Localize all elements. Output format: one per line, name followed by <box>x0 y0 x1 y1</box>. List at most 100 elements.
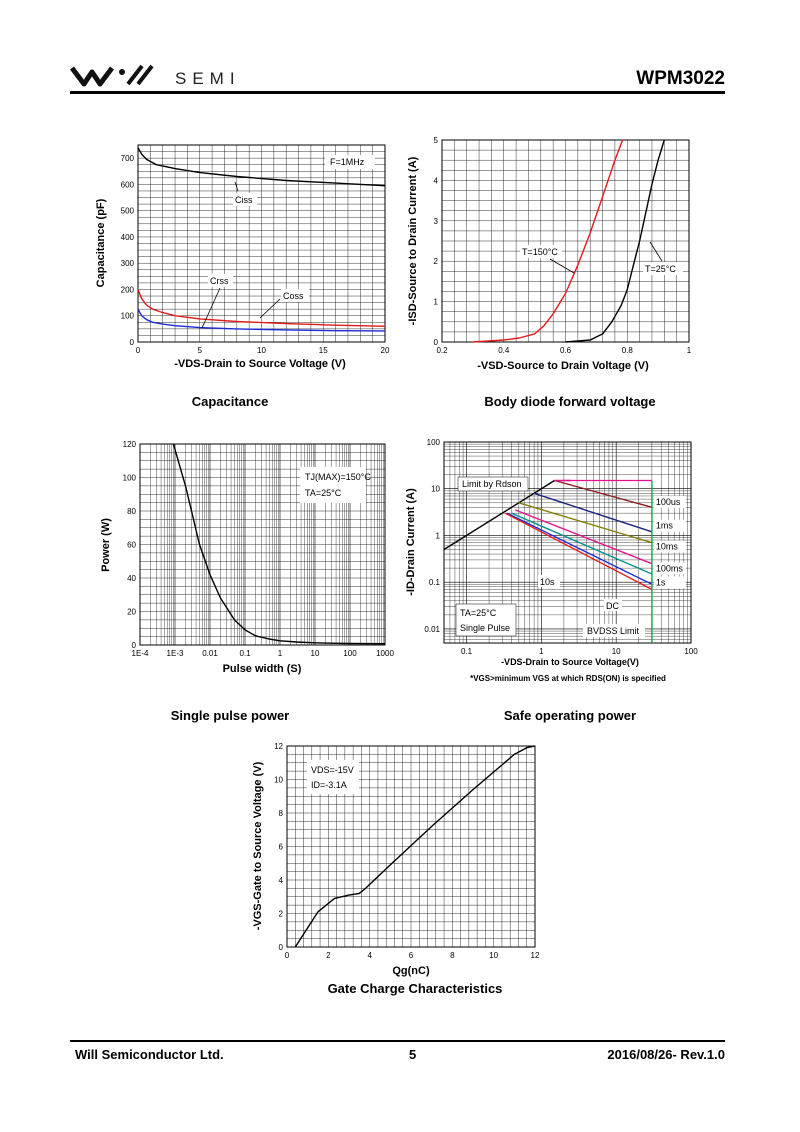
legend-bg <box>653 540 686 553</box>
y-tick-label: 1 <box>436 531 441 540</box>
y-tick-label: 300 <box>121 259 135 268</box>
label-t25: T=25°C <box>645 264 676 274</box>
series-10ms <box>518 502 653 544</box>
header-rule <box>70 91 725 94</box>
legend-10ms: 10ms <box>656 542 679 552</box>
legend-bg <box>653 519 686 532</box>
soa-note: *VGS>minimum VGS at which RDS(ON) is spe… <box>470 674 666 683</box>
series-vgs <box>294 745 536 948</box>
y-tick-label: 10 <box>274 776 283 785</box>
annotation-bg <box>208 274 233 287</box>
label-crss: Crss <box>210 276 229 286</box>
y-tick-label: 0 <box>279 943 284 952</box>
label-vds: VDS=-15V <box>311 765 354 775</box>
annotation-freq: F=1MHz <box>330 157 365 167</box>
series-coss <box>137 308 386 332</box>
x-axis-label: -VDS-Drain to Source Voltage (V) <box>174 358 346 370</box>
leader-crss <box>201 287 221 329</box>
annotation-bg <box>233 193 257 206</box>
y-tick-label: 500 <box>121 207 135 216</box>
x-tick-label: 1 <box>278 649 283 658</box>
x-tick-label: 10 <box>612 647 621 656</box>
caption-soa: Safe operating power <box>503 708 637 723</box>
x-tick-label: 0.6 <box>560 346 572 355</box>
y-tick-label: 12 <box>274 742 283 751</box>
y-tick-label: 120 <box>123 440 137 449</box>
annotation-bg <box>325 155 375 169</box>
footer-company: Will Semiconductor Ltd. <box>75 1047 224 1062</box>
x-tick-label: 1 <box>539 647 544 656</box>
x-tick-label: 0.1 <box>239 649 251 658</box>
caption-capacitance: Capacitance <box>191 394 269 409</box>
x-axis-label: Qg(nC) <box>392 965 430 977</box>
label-bvdss: BVDSS Limit <box>587 626 640 636</box>
x-tick-label: 1000 <box>376 649 394 658</box>
y-tick-label: 4 <box>279 876 284 885</box>
x-tick-label: 20 <box>381 346 390 355</box>
y-tick-label: 2 <box>434 257 439 266</box>
x-tick-label: 4 <box>367 951 372 960</box>
x-tick-label: 100 <box>343 649 357 658</box>
x-axis-label: -VDS-Drain to Source Voltage(V) <box>501 657 639 667</box>
leader-ciss <box>234 181 239 192</box>
x-tick-label: 6 <box>409 951 414 960</box>
y-axis-label: -ISD-Source to Drain Current (A) <box>407 156 419 325</box>
series-limit-by-rdson <box>443 479 555 551</box>
x-tick-label: 1 <box>687 346 692 355</box>
caption-gate-charge: Gate Charge Characteristics <box>327 981 503 996</box>
x-tick-label: 1E-4 <box>132 649 149 658</box>
single-pulse-chart: 1E-4 1E-3 0.01 0.1 1 10 100 1000 0 20 40 60 80 100 120… <box>100 440 394 675</box>
soa-chart: 0.1 1 10 100 0.01 0.1 1 10 100 100us 1ms 10ms 100ms… <box>405 438 698 683</box>
y-tick-label: 3 <box>434 217 439 226</box>
x-tick-label: 12 <box>531 951 540 960</box>
will-logo-icon <box>70 64 154 87</box>
y-tick-label: 600 <box>121 180 135 189</box>
footer-date-rev: 2016/08/26- Rev.1.0 <box>607 1047 725 1062</box>
series-1s <box>511 512 653 575</box>
label-tjmax: TJ(MAX)=150°C <box>305 472 371 482</box>
label-rdson-limit: Limit by Rdson <box>462 479 522 489</box>
y-axis-label: -VGS-Gate to Source Voltage (V) <box>252 761 264 930</box>
y-tick-label: 2 <box>279 910 284 919</box>
label-ciss: Ciss <box>235 195 253 205</box>
caption-body-diode: Body diode forward voltage <box>484 394 656 409</box>
annotation-box <box>300 467 366 503</box>
legend-1ms: 1ms <box>656 521 674 531</box>
y-tick-label: 20 <box>127 608 136 617</box>
legend-100ms: 100ms <box>656 563 684 573</box>
series-t-25-c <box>565 139 665 343</box>
x-tick-label: 0.01 <box>202 649 218 658</box>
annotation-box <box>307 760 359 794</box>
annotation-bg <box>583 624 645 637</box>
label-single-pulse: Single Pulse <box>460 623 510 633</box>
series-1ms <box>533 492 653 533</box>
annotation-bg <box>643 262 683 275</box>
y-tick-label: 0 <box>130 338 135 347</box>
y-tick-label: 8 <box>279 809 284 818</box>
footer-rule <box>70 1040 725 1042</box>
label-ta: TA=25°C <box>460 608 497 618</box>
will-logo <box>70 62 170 88</box>
legend-bg <box>653 495 686 508</box>
x-tick-label: 0 <box>136 346 141 355</box>
x-tick-label: 10 <box>257 346 266 355</box>
x-tick-label: 0.8 <box>622 346 634 355</box>
y-tick-label: 1 <box>434 298 439 307</box>
x-tick-label: 0 <box>285 951 290 960</box>
y-tick-label: 400 <box>121 233 135 242</box>
legend-bg <box>653 576 686 589</box>
series-crss <box>137 289 386 327</box>
gate-charge-chart: 0 2 4 6 8 10 12 0 2 4 6 8 10 12 Qg(nC) -VGS-Gate to S… <box>252 742 540 977</box>
y-tick-label: 0.1 <box>429 578 441 587</box>
y-tick-label: 100 <box>427 438 441 447</box>
series-100us <box>554 479 653 508</box>
x-tick-label: 0.1 <box>461 647 473 656</box>
y-axis-label: Capacitance (pF) <box>95 198 107 287</box>
legend-1s: 1s <box>656 577 666 587</box>
y-axis-label: Power (W) <box>100 518 112 572</box>
x-tick-label: 5 <box>198 346 203 355</box>
series-ciss <box>137 147 386 187</box>
annotation-bg <box>281 289 309 302</box>
label-10s: 10s <box>540 577 555 587</box>
